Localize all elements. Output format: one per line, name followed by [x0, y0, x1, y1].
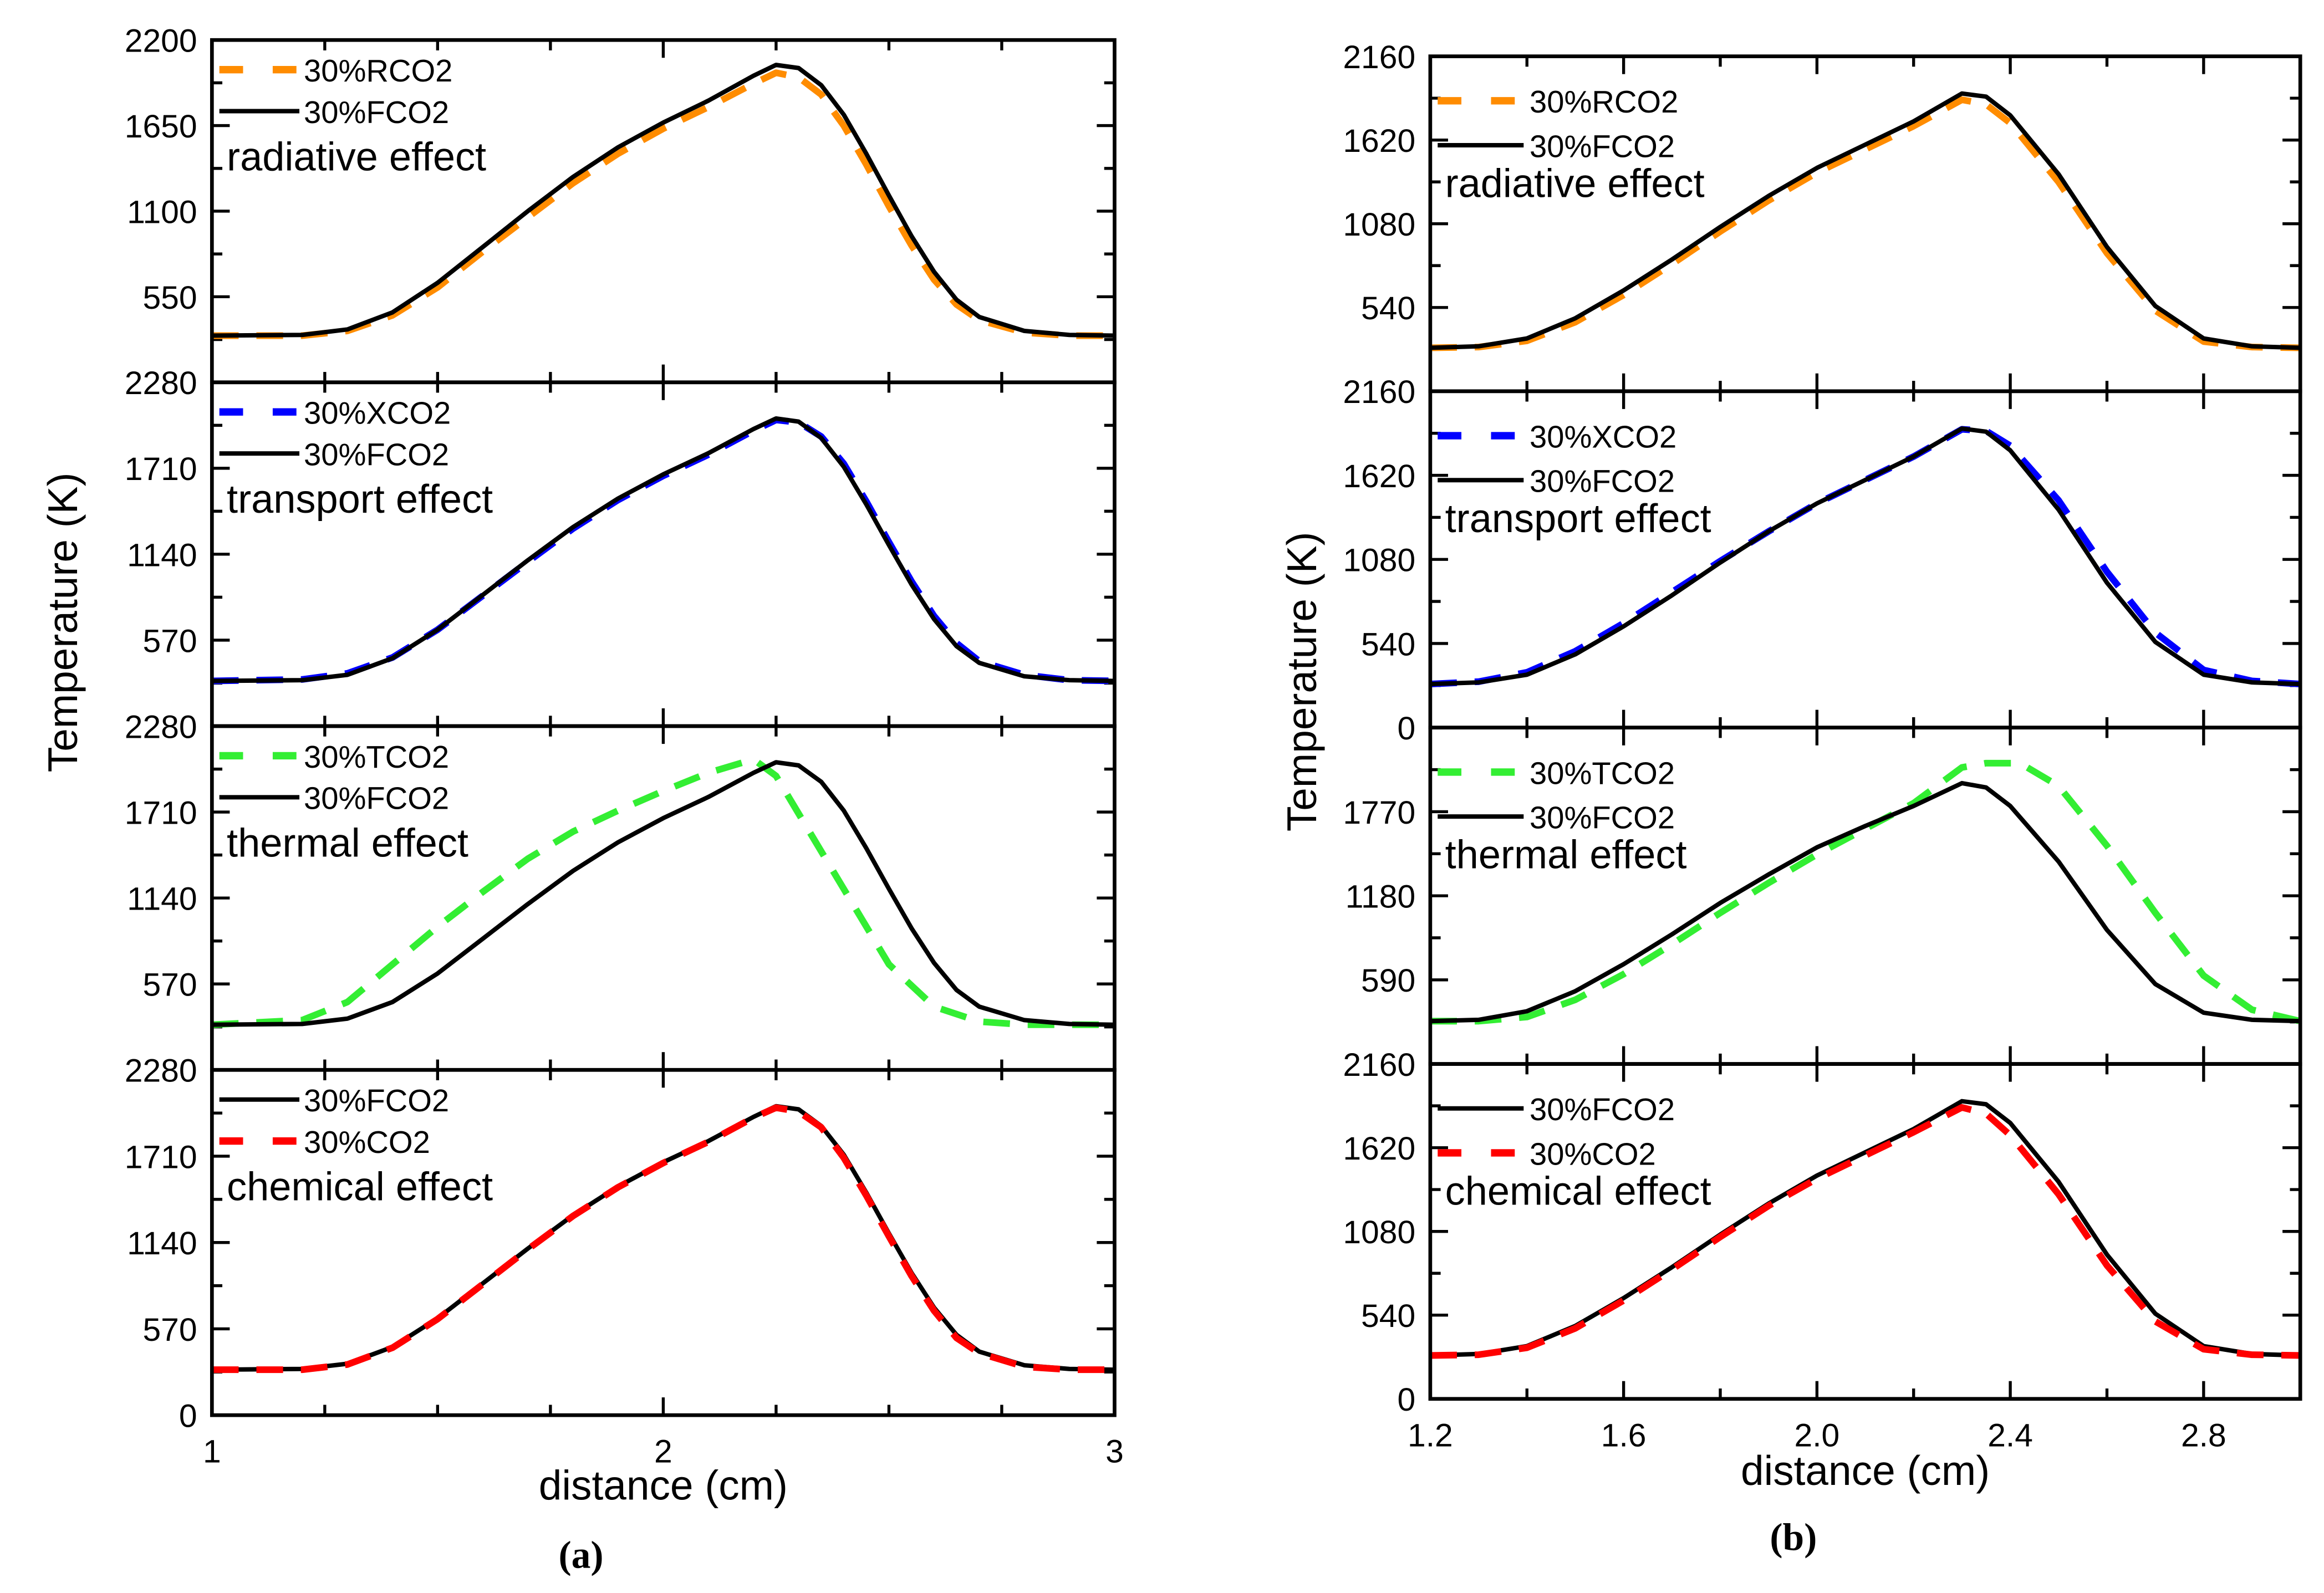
legend-label: 30%XCO2: [1530, 419, 1676, 454]
legend-label: 30%FCO2: [304, 437, 449, 472]
y-tick-label: 570: [142, 967, 197, 1003]
y-tick-label: 540: [1361, 290, 1415, 326]
chart-a: 550 1100 1650 2200 30%RCO2 30%FCO2 radiative e…: [39, 23, 1124, 1577]
x-tick-label: 2.0: [1795, 1417, 1840, 1453]
y-tick-label: 570: [142, 1312, 197, 1348]
panel-caption: (b): [1770, 1516, 1817, 1559]
effect-label: transport effect: [227, 477, 493, 522]
y-tick-label: 1180: [1346, 879, 1415, 915]
x-tick-label: 2: [654, 1434, 672, 1470]
y-tick-label: 2280: [125, 1053, 197, 1089]
y-tick-label: 0: [1397, 711, 1415, 747]
y-tick-label: 550: [142, 280, 197, 316]
y-tick-label: 1620: [1343, 123, 1415, 159]
y-tick-label: 2160: [1343, 39, 1415, 75]
panel-radiative-effect: 550 1100 1650 2200 30%RCO2 30%FCO2 radiative e…: [125, 23, 1117, 385]
y-tick-label: 2160: [1343, 374, 1415, 410]
effect-label: chemical effect: [1445, 1170, 1711, 1214]
effect-label: thermal effect: [227, 821, 468, 865]
y-tick-label: 1710: [125, 795, 197, 831]
legend-label: 30%FCO2: [1530, 464, 1675, 499]
legend-label: 30%RCO2: [1530, 84, 1678, 119]
legend-label: 30%CO2: [304, 1125, 430, 1160]
legend-label: 30%TCO2: [304, 739, 449, 774]
panel-transport-effect: 0 540 1080 1620 2160 30%XCO2 30%FCO2transport …: [1343, 374, 2302, 747]
effect-label: thermal effect: [1445, 833, 1687, 877]
x-tick-label: 1.2: [1408, 1417, 1453, 1453]
y-tick-label: 590: [1361, 963, 1415, 999]
y-tick-label: 570: [142, 623, 197, 659]
legend-label: 30%FCO2: [304, 781, 449, 816]
legend-label: 30%XCO2: [304, 396, 451, 431]
x-axis-label: distance (cm): [1741, 1447, 1990, 1494]
effect-label: radiative effect: [227, 135, 486, 179]
y-tick-label: 1100: [127, 194, 197, 230]
y-tick-label: 1770: [1343, 795, 1415, 831]
legend-label: 30%FCO2: [304, 95, 449, 130]
y-tick-label: 1710: [125, 451, 197, 487]
panel-chemical-effect: 0 570 1140 1710 2280 30%FCO2 30%CO2 chemical ef…: [125, 1053, 1117, 1434]
legend-label: 30%TCO2: [1530, 755, 1675, 790]
panel-transport-effect: 570 1140 1710 2280 30%XCO2 30%FCO2 transport e…: [125, 365, 1117, 728]
effect-label: radiative effect: [1445, 162, 1705, 206]
y-tick-label: 2160: [1343, 1047, 1415, 1083]
effect-label: chemical effect: [227, 1165, 493, 1209]
panel-caption: (a): [558, 1534, 603, 1577]
x-tick-label: 1: [203, 1434, 221, 1470]
y-tick-label: 0: [1397, 1382, 1415, 1418]
panel-frame: [1428, 1062, 2302, 1401]
y-tick-label: 1080: [1343, 543, 1415, 579]
legend-label: 30%FCO2: [1530, 800, 1675, 835]
y-tick-label: 1140: [127, 537, 197, 573]
y-tick-label: 540: [1361, 1298, 1415, 1334]
y-tick-label: 2200: [125, 23, 197, 59]
series-line-30pct-RCO2: [1430, 96, 2301, 351]
series-line-30pct-FCO2: [212, 760, 1115, 1027]
x-axis-label: distance (cm): [539, 1462, 788, 1509]
series-line-30pct-FCO2: [212, 416, 1115, 683]
x-tick-label: 3: [1105, 1434, 1124, 1470]
y-axis-label: Temperature (K): [1278, 532, 1325, 831]
y-tick-label: 1080: [1343, 207, 1415, 243]
panel-frame: [210, 1068, 1117, 1417]
legend-label: 30%FCO2: [1530, 1092, 1675, 1127]
y-tick-label: 2280: [125, 709, 197, 745]
legend-label: 30%FCO2: [1530, 129, 1675, 164]
legend-label: 30%CO2: [1530, 1136, 1656, 1171]
series-line-30pct-FCO2: [1430, 780, 2301, 1024]
series-line-30pct-CO2: [212, 1104, 1115, 1374]
series-line-30pct-FCO2: [1430, 91, 2301, 350]
y-tick-label: 2280: [125, 365, 197, 401]
legend-label: 30%FCO2: [304, 1083, 449, 1118]
y-tick-label: 540: [1361, 626, 1415, 662]
series-line-30pct-TCO2: [212, 755, 1115, 1028]
y-tick-label: 1650: [125, 109, 197, 145]
y-tick-label: 1080: [1343, 1214, 1415, 1250]
panel-thermal-effect: 570 1140 1710 2280 30%TCO2 30%FCO2 thermal eff…: [125, 709, 1117, 1072]
y-tick-label: 1620: [1343, 1131, 1415, 1167]
y-tick-label: 1140: [127, 881, 197, 917]
x-tick-label: 2.8: [2181, 1417, 2226, 1453]
y-tick-label: 0: [179, 1398, 197, 1434]
series-line-30pct-RCO2: [212, 69, 1115, 339]
series-line-30pct-CO2: [1430, 1104, 2301, 1359]
x-tick-label: 2.4: [1987, 1417, 2033, 1453]
y-tick-label: 1710: [125, 1139, 197, 1175]
series-line-30pct-FCO2: [1430, 426, 2301, 687]
legend-label: 30%RCO2: [304, 53, 452, 88]
y-tick-label: 1140: [127, 1226, 197, 1262]
effect-label: transport effect: [1445, 497, 1711, 541]
y-axis-label: Temperature (K): [39, 473, 86, 773]
y-tick-label: 1620: [1343, 458, 1415, 494]
series-line-30pct-FCO2: [212, 63, 1115, 338]
x-tick-label: 1.6: [1601, 1417, 1647, 1453]
